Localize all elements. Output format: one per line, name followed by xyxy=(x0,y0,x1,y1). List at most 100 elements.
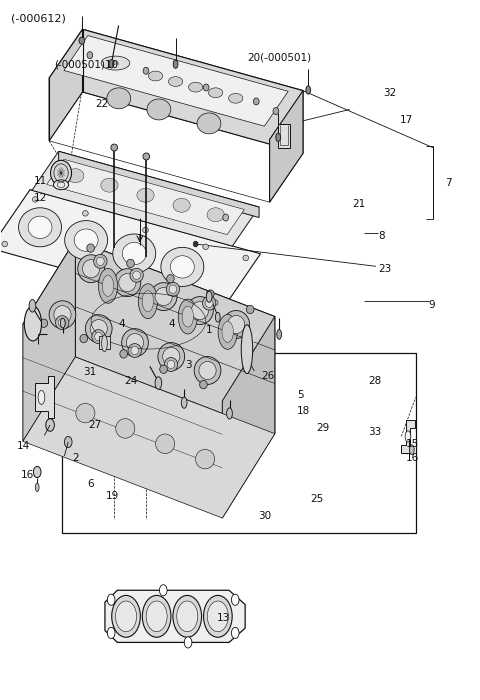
Text: 30: 30 xyxy=(258,511,271,521)
Ellipse shape xyxy=(111,144,118,151)
Ellipse shape xyxy=(207,601,228,631)
Ellipse shape xyxy=(246,305,254,314)
Ellipse shape xyxy=(148,71,163,81)
Ellipse shape xyxy=(46,419,54,431)
Ellipse shape xyxy=(96,257,104,265)
Polygon shape xyxy=(270,90,303,202)
Ellipse shape xyxy=(218,314,237,349)
Ellipse shape xyxy=(158,342,185,370)
Ellipse shape xyxy=(273,108,279,115)
Text: 4: 4 xyxy=(168,318,175,328)
Ellipse shape xyxy=(130,268,144,282)
Text: 11: 11 xyxy=(34,176,47,186)
Text: 3: 3 xyxy=(185,360,192,370)
Text: 26: 26 xyxy=(262,372,275,382)
Ellipse shape xyxy=(128,344,142,358)
Text: 16: 16 xyxy=(21,470,34,480)
Ellipse shape xyxy=(116,601,136,631)
Ellipse shape xyxy=(163,347,180,365)
Bar xyxy=(99,336,110,349)
Ellipse shape xyxy=(56,316,69,330)
Ellipse shape xyxy=(142,290,154,312)
Text: 24: 24 xyxy=(124,377,138,386)
Ellipse shape xyxy=(76,403,95,423)
Ellipse shape xyxy=(119,274,136,292)
Polygon shape xyxy=(0,190,261,312)
Ellipse shape xyxy=(156,434,175,454)
Ellipse shape xyxy=(206,291,212,302)
Ellipse shape xyxy=(40,319,48,328)
Polygon shape xyxy=(59,151,259,218)
Text: 27: 27 xyxy=(88,419,102,430)
Ellipse shape xyxy=(109,60,114,68)
Text: 22: 22 xyxy=(96,99,109,109)
Ellipse shape xyxy=(228,93,243,103)
Ellipse shape xyxy=(53,180,69,190)
Ellipse shape xyxy=(131,346,139,355)
Ellipse shape xyxy=(28,216,52,239)
Ellipse shape xyxy=(60,318,65,328)
Ellipse shape xyxy=(197,113,221,134)
Ellipse shape xyxy=(116,419,135,438)
Ellipse shape xyxy=(59,318,66,327)
Ellipse shape xyxy=(199,361,216,379)
Text: (-000501)10: (-000501)10 xyxy=(54,59,118,69)
Text: 6: 6 xyxy=(87,479,94,489)
Ellipse shape xyxy=(138,284,157,318)
Ellipse shape xyxy=(159,584,167,596)
Ellipse shape xyxy=(164,358,178,372)
Ellipse shape xyxy=(150,283,177,311)
Ellipse shape xyxy=(33,197,38,202)
Ellipse shape xyxy=(54,306,71,324)
Ellipse shape xyxy=(222,321,233,342)
Polygon shape xyxy=(278,124,290,148)
Ellipse shape xyxy=(184,637,192,648)
Ellipse shape xyxy=(223,214,228,221)
Ellipse shape xyxy=(193,241,198,247)
Text: 16: 16 xyxy=(406,453,420,463)
Polygon shape xyxy=(75,240,275,434)
Text: 29: 29 xyxy=(316,423,330,433)
Text: 9: 9 xyxy=(429,300,435,309)
Ellipse shape xyxy=(114,269,141,297)
Ellipse shape xyxy=(405,431,411,442)
Ellipse shape xyxy=(231,627,239,638)
Ellipse shape xyxy=(101,178,118,192)
Ellipse shape xyxy=(90,320,108,337)
Text: 19: 19 xyxy=(106,491,119,501)
Ellipse shape xyxy=(160,365,168,373)
Polygon shape xyxy=(64,36,288,126)
Text: 15: 15 xyxy=(406,439,420,449)
Ellipse shape xyxy=(113,234,156,273)
Ellipse shape xyxy=(241,325,252,374)
Ellipse shape xyxy=(276,133,281,141)
Ellipse shape xyxy=(200,380,207,389)
Ellipse shape xyxy=(228,316,245,333)
Bar xyxy=(62,354,416,533)
Ellipse shape xyxy=(206,290,214,298)
Ellipse shape xyxy=(133,271,141,279)
Polygon shape xyxy=(35,377,54,419)
Polygon shape xyxy=(23,357,275,518)
Polygon shape xyxy=(32,151,259,246)
Ellipse shape xyxy=(169,285,177,293)
Text: 4: 4 xyxy=(119,318,125,328)
Ellipse shape xyxy=(205,299,213,307)
Ellipse shape xyxy=(102,335,108,351)
Polygon shape xyxy=(47,160,244,234)
Ellipse shape xyxy=(87,52,93,59)
Ellipse shape xyxy=(126,333,144,351)
Polygon shape xyxy=(49,29,83,141)
Text: 1: 1 xyxy=(205,326,212,335)
Ellipse shape xyxy=(122,242,146,265)
Ellipse shape xyxy=(34,466,41,477)
Ellipse shape xyxy=(173,596,202,637)
Ellipse shape xyxy=(173,198,190,212)
Polygon shape xyxy=(49,29,303,139)
Ellipse shape xyxy=(192,302,208,320)
Text: KIA: KIA xyxy=(111,61,120,66)
Ellipse shape xyxy=(112,596,140,637)
Ellipse shape xyxy=(79,37,84,44)
Text: 33: 33 xyxy=(368,427,381,438)
Ellipse shape xyxy=(38,391,45,405)
